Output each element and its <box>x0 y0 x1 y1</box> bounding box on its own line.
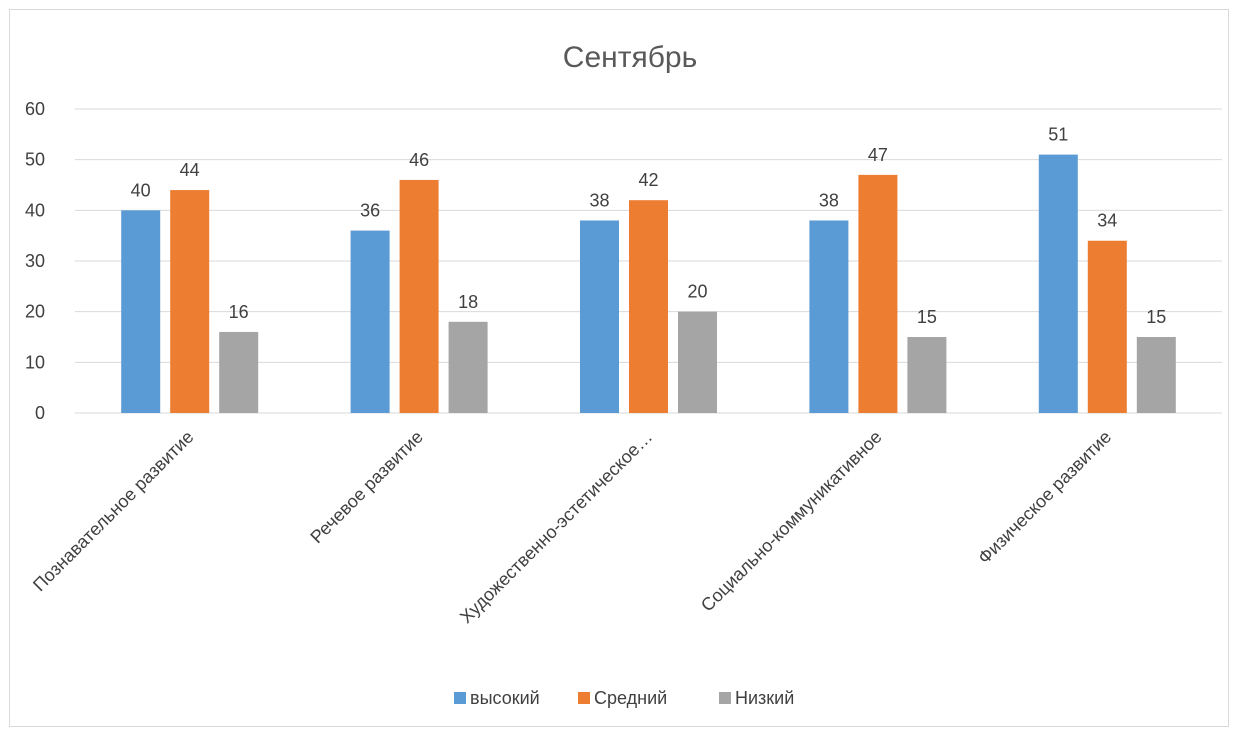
bar <box>858 174 898 413</box>
bar <box>350 230 390 413</box>
bars <box>121 154 1176 413</box>
y-tick-label: 50 <box>25 150 45 170</box>
y-tick-label: 60 <box>25 99 45 119</box>
data-label: 18 <box>458 292 478 312</box>
bar <box>399 179 439 413</box>
data-label: 36 <box>360 201 380 221</box>
y-tick-label: 10 <box>25 352 45 372</box>
category-label: Речевое развитие <box>306 427 426 547</box>
x-axis-categories: Познавательное развитие Речевое развитие Х… <box>29 427 1115 627</box>
y-tick-label: 20 <box>25 302 45 322</box>
legend-label: Низкий <box>735 688 794 708</box>
data-label: 51 <box>1048 125 1068 145</box>
data-label: 34 <box>1097 211 1117 231</box>
data-label: 46 <box>409 150 429 170</box>
legend-label: Средний <box>594 688 667 708</box>
y-axis-ticks: 0 10 20 30 40 50 60 <box>25 99 45 423</box>
y-tick-label: 40 <box>25 200 45 220</box>
category-label: Социально-коммуникативное <box>697 427 886 616</box>
bar <box>121 210 161 413</box>
bar <box>1087 240 1127 413</box>
legend-swatch <box>454 692 466 704</box>
bar <box>907 337 947 413</box>
data-label: 16 <box>229 302 249 322</box>
data-label: 38 <box>589 190 609 210</box>
bar <box>1038 154 1078 413</box>
data-label: 15 <box>1146 307 1166 327</box>
category-label: Художественно-эстетическое… <box>456 427 656 627</box>
legend: высокий Средний Низкий <box>454 688 794 708</box>
bar <box>678 311 717 413</box>
legend-label: высокий <box>470 688 540 708</box>
data-label: 44 <box>180 160 200 180</box>
category-label: Физическое развитие <box>974 427 1115 568</box>
data-label: 38 <box>819 190 839 210</box>
data-label: 15 <box>917 307 937 327</box>
bar <box>219 331 259 413</box>
bar <box>448 321 488 413</box>
bar <box>629 200 668 413</box>
y-tick-label: 30 <box>25 251 45 271</box>
category-label: Познавательное развитие <box>29 427 197 595</box>
bar <box>1136 337 1176 413</box>
data-label: 20 <box>687 282 707 302</box>
chart-title: Сентябрь <box>563 41 697 74</box>
legend-swatch <box>578 692 590 704</box>
data-label: 40 <box>131 180 151 200</box>
data-label: 42 <box>638 170 658 190</box>
bar <box>580 220 619 413</box>
data-labels: 40 44 16 36 46 18 38 42 20 38 47 15 51 34 15 <box>131 125 1167 327</box>
bar <box>170 190 210 413</box>
legend-swatch <box>719 692 731 704</box>
bar <box>809 220 849 413</box>
data-label: 47 <box>868 145 888 165</box>
y-tick-label: 0 <box>35 403 45 423</box>
